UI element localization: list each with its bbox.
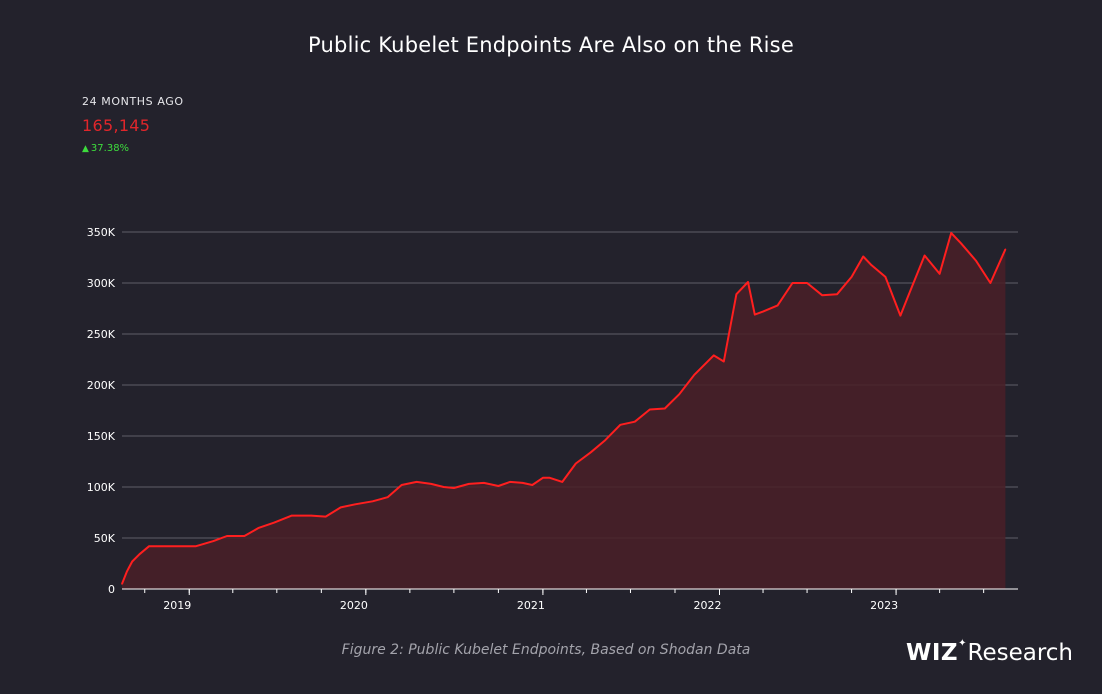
data-point (806, 282, 808, 284)
data-point (291, 514, 293, 517)
data-point (950, 232, 952, 234)
data-point (497, 485, 500, 487)
logo-wiz-text: WIZ (906, 640, 959, 666)
data-point (542, 477, 544, 479)
data-point (548, 477, 551, 479)
data-point (619, 424, 622, 426)
data-point (131, 560, 133, 563)
data-point (400, 484, 403, 486)
stat-change: ▲ 37.38% (82, 143, 184, 154)
y-tick-label: 50K (94, 532, 116, 545)
data-point (989, 282, 992, 284)
data-point (371, 500, 374, 503)
data-point (180, 545, 182, 547)
stat-label: 24 MONTHS AGO (82, 95, 184, 108)
data-point (634, 420, 636, 423)
data-point (735, 293, 738, 296)
data-point (155, 545, 158, 547)
data-point (531, 484, 534, 486)
chart-title: Public Kubelet Endpoints Are Also on the… (308, 33, 794, 57)
data-point (148, 545, 150, 547)
data-point (884, 276, 887, 278)
logo-research-text: Research (967, 640, 1074, 666)
data-point (836, 293, 838, 296)
x-tick-label: 2020 (340, 599, 368, 612)
data-point (226, 535, 228, 537)
data-point (453, 487, 455, 489)
data-point (521, 482, 524, 484)
data-point (754, 313, 756, 316)
data-point (163, 545, 165, 547)
data-point (468, 483, 470, 485)
data-point (862, 255, 864, 258)
data-point (938, 273, 941, 275)
y-tick-label: 250K (87, 328, 116, 341)
data-point (415, 481, 418, 483)
series-line (121, 232, 1007, 585)
data-point (430, 483, 432, 485)
data-point (791, 282, 794, 284)
data-point (386, 496, 389, 499)
y-tick-label: 150K (87, 430, 116, 443)
x-tick-label: 2023 (870, 599, 898, 612)
data-point (195, 545, 197, 547)
data-point (509, 481, 511, 483)
data-point (762, 310, 764, 313)
data-point (821, 294, 823, 297)
y-tick-label: 100K (87, 481, 116, 494)
sparkle-icon: ✦ (958, 638, 967, 649)
data-point (693, 374, 696, 376)
data-point (899, 314, 902, 317)
data-point (483, 482, 485, 484)
stats-panel: 24 MONTHS AGO 165,145 ▲ 37.38% (82, 95, 184, 154)
data-point (747, 281, 749, 283)
x-tick-label: 2019 (163, 599, 191, 612)
data-point (324, 515, 327, 518)
y-tick-label: 300K (87, 277, 116, 290)
data-point (310, 514, 313, 517)
wiz-research-logo: WIZ ✦ Research (906, 638, 1074, 666)
data-point (339, 506, 342, 509)
x-tick-label: 2021 (517, 599, 545, 612)
data-point (1004, 248, 1007, 251)
figure-caption: Figure 2: Public Kubelet Endpoints, Base… (341, 642, 751, 658)
data-point (712, 354, 715, 357)
data-point (870, 263, 872, 266)
data-point (664, 407, 666, 410)
data-point (850, 276, 853, 278)
stat-value: 165,145 (82, 116, 151, 135)
data-point (649, 408, 651, 411)
y-tick-label: 200K (87, 379, 116, 392)
data-point (975, 259, 977, 262)
data-point (575, 462, 577, 465)
data-point (678, 393, 681, 396)
data-point (776, 304, 779, 307)
data-point (273, 521, 275, 524)
data-point (354, 503, 357, 506)
y-tick-label: 350K (87, 226, 116, 239)
data-point (442, 486, 445, 488)
data-point (960, 242, 962, 244)
series-area-fill (122, 233, 1006, 589)
data-point (590, 451, 592, 454)
data-point (906, 296, 909, 299)
data-point (561, 481, 564, 483)
y-tick-label: 0 (108, 583, 115, 596)
data-point (243, 535, 246, 537)
data-point (212, 540, 215, 542)
data-point (126, 570, 128, 573)
data-point (604, 439, 607, 441)
data-point (923, 254, 926, 257)
up-arrow-icon: ▲ (82, 144, 89, 154)
stat-change-value: 37.38% (90, 143, 130, 154)
data-point (258, 527, 260, 529)
data-point (723, 360, 725, 363)
data-point (121, 583, 123, 585)
x-tick-label: 2022 (693, 599, 721, 612)
data-point (138, 553, 141, 556)
